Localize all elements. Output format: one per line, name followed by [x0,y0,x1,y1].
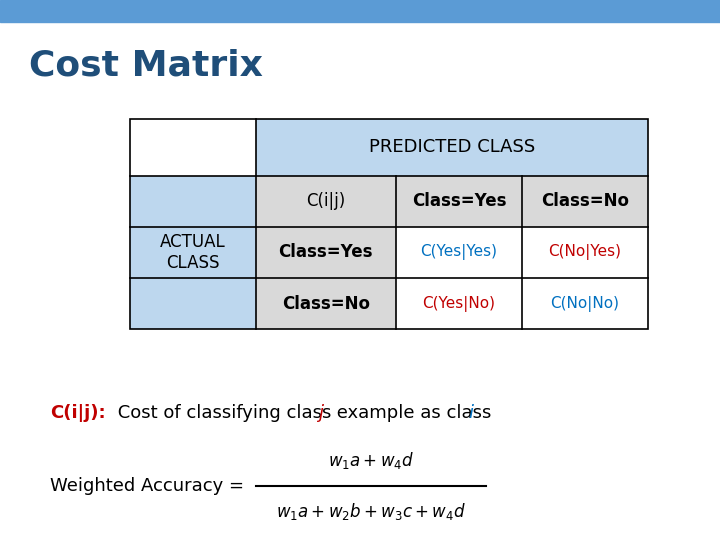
Text: C(No|Yes): C(No|Yes) [549,245,621,260]
FancyBboxPatch shape [522,227,648,278]
FancyBboxPatch shape [396,227,522,278]
Text: PREDICTED CLASS: PREDICTED CLASS [369,138,535,156]
Text: Class=No: Class=No [541,192,629,210]
Text: $w_1a + w_2b + w_3c + w_4d$: $w_1a + w_2b + w_3c + w_4d$ [276,502,466,522]
Text: Class=Yes: Class=Yes [279,244,373,261]
FancyBboxPatch shape [256,227,396,278]
FancyBboxPatch shape [522,278,648,329]
Text: C(i|j): C(i|j) [306,192,346,210]
Text: Cost Matrix: Cost Matrix [29,49,263,83]
Text: j: j [318,404,323,422]
FancyBboxPatch shape [396,278,522,329]
Text: Cost of classifying class: Cost of classifying class [112,404,337,422]
FancyBboxPatch shape [396,176,522,227]
Text: ACTUAL
CLASS: ACTUAL CLASS [160,233,225,272]
Text: example as class: example as class [331,404,498,422]
FancyBboxPatch shape [522,176,648,227]
Text: C(Yes|Yes): C(Yes|Yes) [420,245,498,260]
FancyBboxPatch shape [256,176,396,227]
FancyBboxPatch shape [130,278,256,329]
FancyBboxPatch shape [130,119,256,176]
FancyBboxPatch shape [256,278,396,329]
FancyBboxPatch shape [256,119,648,176]
Text: C(Yes|No): C(Yes|No) [423,296,495,312]
Text: Class=No: Class=No [282,295,370,313]
Text: $w_1a + w_4d$: $w_1a + w_4d$ [328,450,414,470]
Text: i: i [468,404,473,422]
FancyBboxPatch shape [130,176,256,227]
Text: C(No|No): C(No|No) [551,296,619,312]
Text: C(i|j):: C(i|j): [50,404,106,422]
Text: Weighted Accuracy =: Weighted Accuracy = [50,477,250,495]
Text: Class=Yes: Class=Yes [412,192,506,210]
FancyBboxPatch shape [130,227,256,278]
